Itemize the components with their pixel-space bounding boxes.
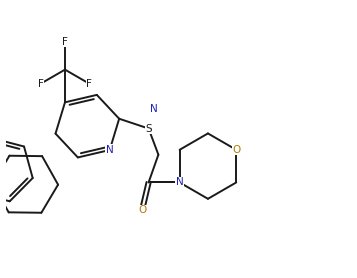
Text: O: O [232,145,240,155]
Text: N: N [106,145,114,155]
Text: S: S [145,123,152,133]
Text: N: N [176,177,183,187]
Text: N: N [150,104,157,114]
Text: F: F [62,37,68,47]
Text: N: N [176,177,183,187]
Text: F: F [86,78,92,88]
Text: F: F [38,78,44,88]
Text: O: O [138,205,146,215]
